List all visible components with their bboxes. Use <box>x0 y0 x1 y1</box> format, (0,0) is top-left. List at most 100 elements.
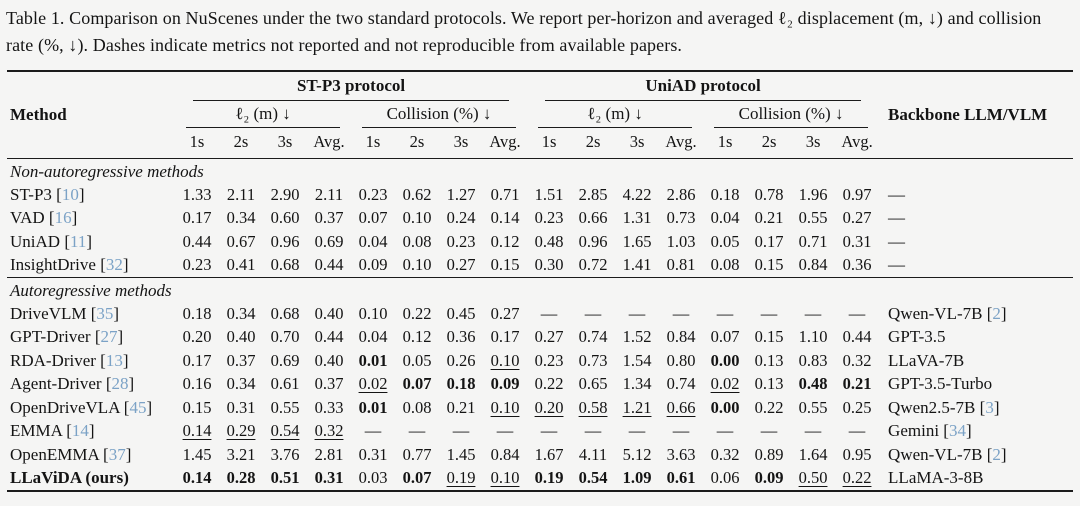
metric-cell: 1.09 <box>622 468 652 487</box>
metric-cell: 0.31 <box>842 231 872 251</box>
backbone-cell: Qwen2.5-7B [3] <box>888 397 1000 417</box>
metric-cell: 2.11 <box>226 184 256 204</box>
metric-cell: 1.45 <box>182 444 212 464</box>
metric-cell: 2.11 <box>314 184 344 204</box>
results-table: Method ST-P3 protocol UniAD protocol Bac… <box>7 70 1074 492</box>
table-row: ST-P3 [10] 1.33 2.11 2.90 2.11 0.23 0.62 1.27 0.… <box>7 183 1073 207</box>
citation-link[interactable]: 27 <box>100 327 118 346</box>
citation-link[interactable]: 3 <box>985 397 994 417</box>
metric-cell: 0.17 <box>754 231 784 251</box>
metric-cell: 0.40 <box>314 350 344 370</box>
citation-link[interactable]: 11 <box>69 231 87 251</box>
method-cell: RDA-Driver [13] <box>10 350 129 370</box>
metric-cell: 0.18 <box>446 374 476 393</box>
metric-cell: 0.02 <box>710 374 740 393</box>
table-row: EMMA [14] 0.14 0.29 0.54 0.32 — — — — — — — — — — — — Gem… <box>7 420 1073 444</box>
metric-cell: 0.97 <box>842 184 872 204</box>
metric-cell: 0.05 <box>710 231 740 251</box>
citation-link[interactable]: 2 <box>992 444 1001 464</box>
metric-cell: 0.23 <box>175 253 219 278</box>
uniad-protocol-label: UniAD protocol <box>545 72 862 101</box>
citation-link[interactable]: 35 <box>96 303 114 323</box>
metric-cell: 0.34 <box>226 303 256 323</box>
horizon-label: 2s <box>395 128 439 159</box>
metric-cell: 0.09 <box>754 468 784 487</box>
metric-cell: 0.80 <box>666 350 696 370</box>
method-cell: UniAD [11] <box>10 231 93 251</box>
metric-cell: 1.41 <box>615 253 660 278</box>
metric-cell: 0.58 <box>578 397 608 417</box>
metric-cell: 0.03 <box>358 468 388 487</box>
metric-cell: 1.34 <box>622 374 652 393</box>
metric-cell: 0.14 <box>182 421 212 440</box>
metric-cell: 0.41 <box>219 253 263 278</box>
metric-cell: 0.27 <box>842 208 872 227</box>
metric-cell: 0.44 <box>307 253 351 278</box>
metric-cell: 0.55 <box>270 397 300 417</box>
uniad-collision-group-header: Collision (%) ↓ <box>703 101 879 128</box>
stp3-protocol-header: ST-P3 protocol <box>175 71 527 101</box>
citation-link[interactable]: 14 <box>71 421 89 440</box>
metric-cell: 0.15 <box>747 253 792 278</box>
metric-cell: 0.09 <box>351 253 395 278</box>
metric-cell: 0.36 <box>446 327 476 346</box>
metric-cell: 2.86 <box>666 184 696 204</box>
method-cell: LLaViDA (ours) <box>10 468 129 487</box>
metric-cell: 0.08 <box>402 397 432 417</box>
paper-page: Table 1. Comparison on NuScenes under th… <box>0 5 1080 492</box>
metric-cell: 0.44 <box>842 327 872 346</box>
metric-cell: 0.66 <box>666 397 696 417</box>
table-row: DriveVLM [35] 0.18 0.34 0.68 0.40 0.10 0.22 0.4… <box>7 302 1073 326</box>
citation-link[interactable]: 37 <box>108 444 126 464</box>
method-column-header: Method <box>7 71 175 159</box>
horizon-label: 2s <box>219 128 263 159</box>
metric-cell: 0.73 <box>578 350 608 370</box>
metric-cell: 0.33 <box>314 397 344 417</box>
metric-cell: — <box>628 421 646 440</box>
horizon-label: 3s <box>615 128 660 159</box>
metric-cell: 0.09 <box>490 374 520 393</box>
citation-link[interactable]: 32 <box>105 255 123 274</box>
metric-cell: 1.64 <box>798 444 828 464</box>
metric-cell: 0.32 <box>314 421 344 440</box>
metric-cell: 0.61 <box>270 374 300 393</box>
backbone-cell: LLaVA-7B <box>888 350 965 370</box>
citation-link[interactable]: 16 <box>54 208 72 227</box>
citation-link[interactable]: 10 <box>61 184 79 204</box>
citation-link[interactable]: 45 <box>129 397 147 417</box>
horizon-label: 1s <box>527 128 572 159</box>
metric-cell: 0.17 <box>490 327 520 346</box>
metric-cell: 0.74 <box>578 327 608 346</box>
metric-cell: — <box>848 303 866 323</box>
protocol-header-row: Method ST-P3 protocol UniAD protocol Bac… <box>7 71 1074 159</box>
metric-cell: 0.24 <box>446 208 476 227</box>
metric-cell: 3.21 <box>226 444 256 464</box>
citation-link[interactable]: 13 <box>105 350 123 370</box>
metric-cell: 0.31 <box>314 468 344 487</box>
metric-cell: — <box>540 421 558 440</box>
section-label: Autoregressive methods <box>10 281 172 300</box>
metric-cell: 0.36 <box>835 253 880 278</box>
metric-cell: 1.65 <box>622 231 652 251</box>
horizon-label: 3s <box>263 128 307 159</box>
citation-link[interactable]: 34 <box>948 421 966 440</box>
citation-link[interactable]: 2 <box>992 303 1001 323</box>
metric-cell: 0.37 <box>226 350 256 370</box>
metric-cell: 0.22 <box>842 468 872 487</box>
citation-link[interactable]: 28 <box>111 374 129 393</box>
stp3-protocol-label: ST-P3 protocol <box>193 72 510 101</box>
metric-cell: 0.83 <box>798 350 828 370</box>
table-row: UniAD [11] 0.44 0.67 0.96 0.69 0.04 0.08 0.23 0.… <box>7 230 1073 254</box>
metric-cell: 0.18 <box>182 303 212 323</box>
backbone-cell: — <box>879 253 1074 278</box>
metric-cell: 0.96 <box>270 231 300 251</box>
metric-cell: — <box>760 303 778 323</box>
metric-cell: 0.48 <box>534 231 564 251</box>
metric-cell: 0.32 <box>842 350 872 370</box>
section-header-row: Autoregressive methods <box>7 278 1073 303</box>
metric-cell: 1.96 <box>798 184 828 204</box>
backbone-column-header: Backbone LLM/VLM <box>879 71 1074 159</box>
metric-cell: — <box>408 421 426 440</box>
metric-cell: 3.63 <box>666 444 696 464</box>
metric-cell: 0.22 <box>534 374 564 393</box>
